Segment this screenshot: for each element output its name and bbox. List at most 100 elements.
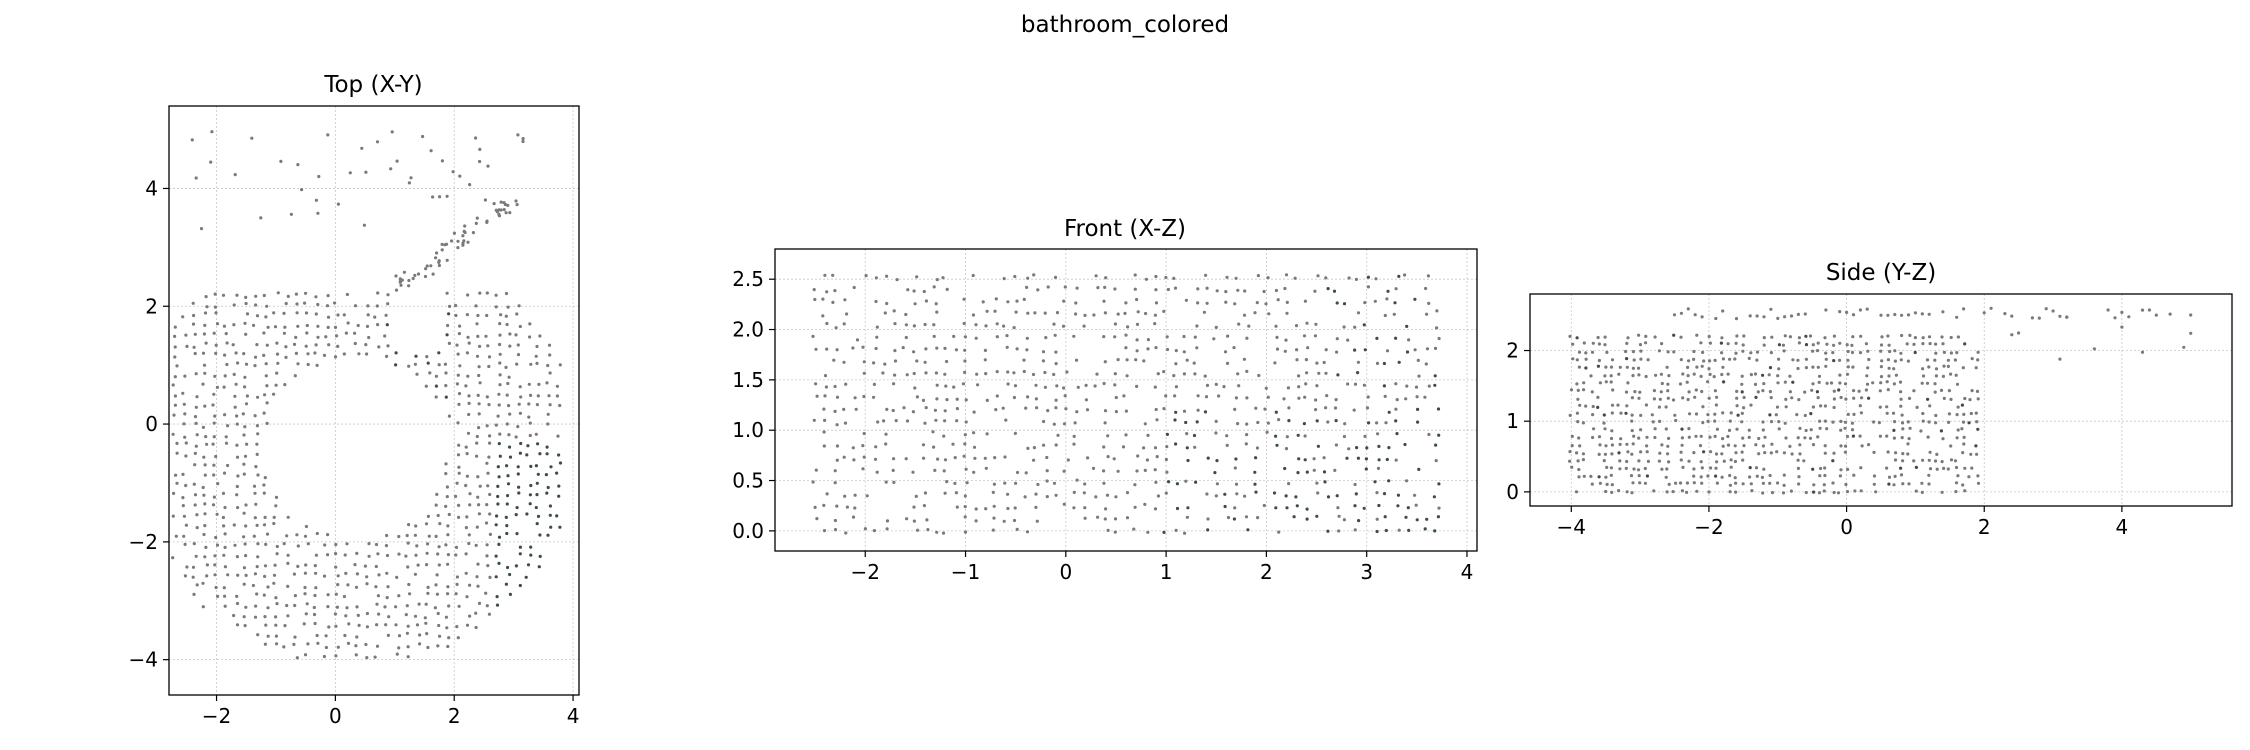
point-483 <box>395 575 399 580</box>
point-213 <box>1681 372 1685 376</box>
point-549 <box>1223 350 1228 354</box>
point-231 <box>985 398 989 402</box>
point-215 <box>1679 335 1683 339</box>
point-580 <box>447 312 451 316</box>
point-459 <box>1817 491 1822 495</box>
point-62 <box>193 332 197 336</box>
point-261 <box>1708 435 1712 439</box>
point-328 <box>302 622 306 626</box>
point-445 <box>1812 490 1816 494</box>
point-702 <box>1956 474 1960 478</box>
point-45 <box>1589 374 1593 378</box>
point-240 <box>266 606 270 610</box>
point-32 <box>182 422 186 426</box>
point-317 <box>1735 427 1739 431</box>
point-688 <box>1326 287 1330 291</box>
point-673 <box>485 554 489 558</box>
point-642 <box>475 575 479 579</box>
point-376 <box>1094 274 1098 278</box>
point-864 <box>259 216 263 220</box>
point-658 <box>1302 334 1307 338</box>
point-767 <box>1851 313 1856 317</box>
point-90 <box>1610 358 1615 362</box>
point-181 <box>1667 482 1671 486</box>
point-354 <box>1074 358 1079 362</box>
point-716 <box>498 383 502 387</box>
point-623 <box>1285 435 1289 439</box>
point-753 <box>1375 361 1380 365</box>
point-245 <box>995 394 999 398</box>
point-592 <box>1892 483 1896 487</box>
point-201 <box>244 332 248 336</box>
point-97 <box>883 362 887 366</box>
point-80 <box>876 420 880 424</box>
point-354 <box>1754 443 1758 447</box>
point-172 <box>231 343 235 347</box>
point-377 <box>1768 481 1772 485</box>
point-687 <box>487 403 491 407</box>
point-252 <box>1699 374 1703 378</box>
point-417 <box>1124 346 1128 350</box>
point-315 <box>1041 359 1045 363</box>
point-8 <box>1571 342 1575 346</box>
point-471 <box>386 344 390 348</box>
point-743 <box>507 404 511 408</box>
point-370 <box>1761 420 1765 424</box>
point-628 <box>1906 359 1910 363</box>
point-596 <box>1892 436 1896 440</box>
point-820 <box>546 533 550 537</box>
point-929 <box>416 272 421 276</box>
point-110 <box>1625 365 1629 369</box>
point-560 <box>1236 422 1240 426</box>
point-577 <box>1887 482 1891 486</box>
point-804 <box>1415 395 1419 399</box>
point-266 <box>1708 372 1712 376</box>
point-249 <box>1701 421 1705 425</box>
point-602 <box>1264 302 1268 306</box>
point-344 <box>1748 466 1752 470</box>
point-488 <box>406 655 410 659</box>
point-763 <box>1803 312 1807 316</box>
point-659 <box>1305 321 1309 325</box>
point-665 <box>476 313 480 318</box>
point-582 <box>445 291 449 295</box>
point-126 <box>914 494 918 498</box>
point-253 <box>262 411 266 415</box>
point-139 <box>1637 396 1641 400</box>
point-309 <box>1045 455 1049 460</box>
point-377 <box>1106 528 1110 533</box>
point-504 <box>1839 444 1843 448</box>
point-275 <box>275 552 279 556</box>
point-102 <box>891 468 895 472</box>
point-370 <box>326 593 330 597</box>
point-83 <box>872 361 876 365</box>
point-695 <box>1334 443 1338 447</box>
point-91 <box>1617 489 1621 493</box>
point-381 <box>1769 420 1774 424</box>
point-315 <box>296 544 300 548</box>
point-356 <box>315 531 319 536</box>
point-105 <box>891 408 895 413</box>
point-194 <box>954 348 959 352</box>
point-350 <box>1749 351 1753 355</box>
point-685 <box>488 434 492 438</box>
point-736 <box>1366 395 1370 399</box>
point-202 <box>1672 333 1676 337</box>
point-195 <box>1666 350 1670 354</box>
xtick-label-2: 0 <box>1059 560 1072 584</box>
point-774 <box>1396 493 1400 497</box>
point-824 <box>545 491 549 495</box>
point-76 <box>872 529 877 533</box>
point-236 <box>263 642 267 646</box>
point-582 <box>1243 289 1247 293</box>
point-178 <box>945 398 949 402</box>
point-718 <box>1353 482 1357 487</box>
point-222 <box>975 372 979 376</box>
point-379 <box>1104 507 1108 511</box>
point-743 <box>1975 389 1980 393</box>
point-378 <box>1768 473 1772 478</box>
point-81 <box>1610 443 1614 447</box>
point-180 <box>943 372 947 376</box>
point-458 <box>375 304 379 308</box>
point-612 <box>1273 361 1277 365</box>
